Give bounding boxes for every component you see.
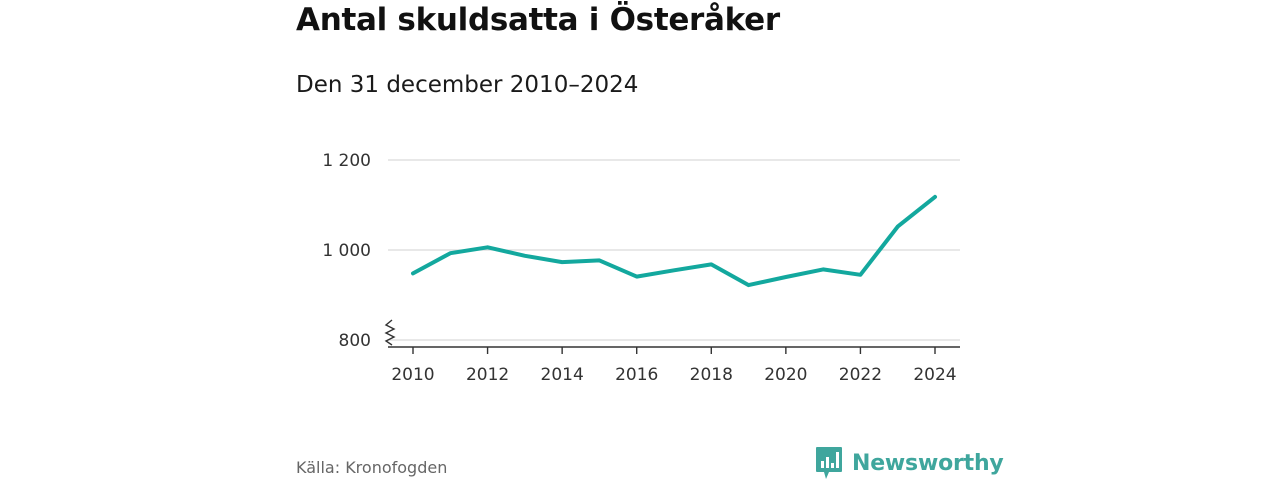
newsworthy-logo-icon: [816, 447, 842, 479]
axis-break-icon: [384, 319, 396, 346]
x-tick-label: 2012: [466, 365, 509, 385]
brand-name: Newsworthy: [852, 450, 1004, 476]
y-tick-label: 1 200: [322, 151, 371, 171]
chart-title: Antal skuldsatta i Österåker: [296, 2, 780, 38]
x-tick-label: 2020: [764, 365, 807, 385]
series-layer: [411, 194, 937, 288]
x-axis: [388, 346, 960, 354]
y-tick-labels: 800 1 000 1 200: [322, 151, 371, 351]
x-tick-label: 2022: [839, 365, 882, 385]
series-line-0: [411, 194, 937, 288]
grid-lines: [388, 159, 960, 341]
x-tick-label: 2024: [913, 365, 956, 385]
x-tick-label: 2016: [615, 365, 658, 385]
x-tick-label: 2018: [690, 365, 733, 385]
chart-subtitle: Den 31 december 2010–2024: [296, 72, 639, 98]
x-tick-label: 2014: [541, 365, 584, 385]
y-tick-label: 800: [339, 331, 371, 351]
x-tick-label: 2010: [391, 365, 434, 385]
newsworthy-logo: Newsworthy: [815, 446, 1004, 480]
x-tick-labels: 2010 2012 2014 2016 2018 2020 2022 2024: [391, 365, 956, 385]
source-note: Källa: Kronofogden: [296, 458, 448, 477]
y-tick-label: 1 000: [322, 241, 371, 261]
